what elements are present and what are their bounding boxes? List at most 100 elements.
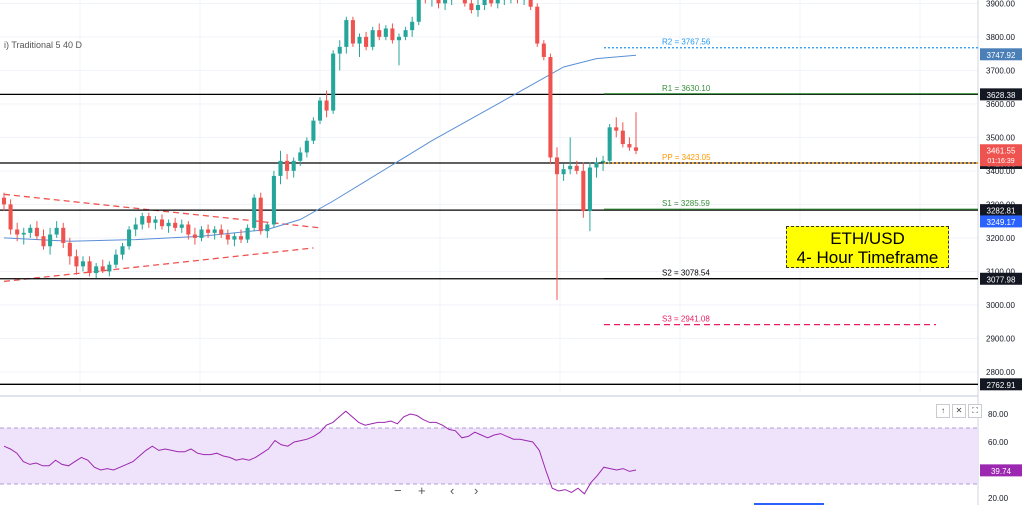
candle bbox=[41, 229, 46, 250]
candle bbox=[581, 162, 586, 218]
candle-body bbox=[396, 36, 402, 41]
candle bbox=[21, 227, 26, 245]
candle bbox=[451, 0, 453, 6]
scroll-left-button[interactable]: ‹ bbox=[450, 484, 454, 498]
price-badge bbox=[980, 48, 1022, 61]
candle bbox=[298, 147, 303, 166]
candle-body bbox=[337, 46, 342, 54]
candle bbox=[94, 263, 99, 279]
candle-body bbox=[601, 160, 606, 163]
candle bbox=[594, 157, 599, 178]
candle-body bbox=[377, 30, 382, 37]
candle bbox=[601, 155, 606, 171]
candle-body bbox=[1, 197, 7, 205]
candle-body bbox=[475, 5, 481, 11]
pivot-lines: R2 = 3767.56 R1 = 3630.10 PP = 3423.05 S1 =… bbox=[604, 38, 978, 326]
level-price-badge bbox=[980, 272, 1022, 285]
candle-body bbox=[87, 261, 92, 274]
candle-body bbox=[120, 246, 125, 255]
moving-average-line bbox=[3, 54, 637, 242]
chevron-left-icon: ‹ bbox=[450, 483, 455, 498]
candle bbox=[107, 261, 112, 277]
candle bbox=[74, 249, 79, 275]
candle-body bbox=[15, 229, 20, 235]
scroll-right-button[interactable]: › bbox=[474, 484, 478, 498]
candle bbox=[510, 0, 512, 4]
candle bbox=[627, 137, 632, 151]
candle-body bbox=[113, 254, 118, 265]
candle-body bbox=[357, 36, 362, 44]
zoom-in-button[interactable]: + bbox=[418, 484, 426, 498]
pivot-label-r2: R2 = 3767.56 bbox=[662, 38, 711, 47]
candle bbox=[528, 0, 533, 11]
pivot-label-s2: S2 = 3078.54 bbox=[662, 269, 710, 278]
candle bbox=[475, 0, 481, 17]
zoom-out-button[interactable]: − bbox=[394, 484, 402, 498]
candle bbox=[568, 137, 573, 175]
candle bbox=[34, 221, 39, 240]
candle bbox=[541, 40, 546, 61]
candle-body bbox=[258, 197, 263, 232]
trendline bbox=[3, 247, 314, 283]
price-tick-label: 3100.00 bbox=[986, 267, 1015, 276]
candle bbox=[364, 31, 369, 51]
indicator-label: i) Traditional 5 40 D bbox=[4, 40, 83, 50]
pivot-label-s1: S1 = 3285.59 bbox=[662, 199, 710, 208]
expand-icon: ⛶ bbox=[972, 406, 978, 415]
price-tick-label: 3800.00 bbox=[986, 33, 1015, 42]
candle-body bbox=[232, 236, 237, 240]
candle-body bbox=[489, 0, 494, 4]
candle-body bbox=[153, 219, 158, 223]
candle bbox=[331, 50, 336, 114]
candle bbox=[67, 237, 72, 265]
candle-body bbox=[620, 130, 625, 145]
candle-body bbox=[225, 234, 230, 240]
level-price-badge bbox=[980, 378, 1022, 391]
candle bbox=[238, 229, 244, 243]
candle bbox=[607, 123, 612, 165]
candle-body bbox=[48, 234, 53, 247]
maximize-pane-button[interactable]: ⛶ bbox=[968, 404, 982, 418]
candle bbox=[80, 256, 86, 272]
candle-body bbox=[495, 0, 500, 4]
candle-body bbox=[192, 234, 197, 238]
candle-body bbox=[482, 0, 487, 6]
candle-body bbox=[331, 53, 336, 111]
candle bbox=[431, 0, 433, 7]
candle bbox=[127, 226, 132, 250]
candle bbox=[377, 23, 382, 41]
price-badge-label: 3249.17 bbox=[987, 218, 1016, 227]
candle bbox=[192, 227, 197, 245]
candle bbox=[199, 226, 204, 242]
candle-body bbox=[416, 0, 421, 22]
scrollbar-thumb bbox=[754, 503, 824, 505]
price-tick-label: 3000.00 bbox=[986, 301, 1015, 310]
candle bbox=[113, 249, 118, 269]
candle-body bbox=[74, 256, 79, 267]
rsi-tick-label: 20.00 bbox=[988, 494, 1009, 503]
move-up-button[interactable]: ↑ bbox=[936, 404, 950, 418]
close-pane-button[interactable]: ✕ bbox=[952, 404, 966, 418]
candle bbox=[54, 221, 59, 238]
candle bbox=[633, 112, 639, 155]
candle bbox=[15, 222, 20, 242]
level-price-badge bbox=[980, 204, 1022, 217]
candle bbox=[304, 137, 309, 158]
candle bbox=[523, 0, 525, 6]
price-badge-countdown: 01:16:39 bbox=[987, 158, 1014, 165]
candle-body bbox=[179, 224, 184, 228]
candle-body bbox=[568, 165, 573, 170]
candle bbox=[554, 147, 560, 300]
candle bbox=[548, 53, 553, 165]
candle bbox=[212, 226, 217, 240]
candle-body bbox=[94, 266, 99, 274]
candle bbox=[350, 16, 355, 47]
rsi-line bbox=[3, 410, 637, 495]
candle-body bbox=[146, 216, 151, 223]
candle-body bbox=[298, 152, 303, 161]
candle bbox=[120, 242, 125, 260]
price-tick-label: 2800.00 bbox=[986, 368, 1015, 377]
candle bbox=[245, 224, 250, 243]
candle-body bbox=[21, 232, 26, 235]
